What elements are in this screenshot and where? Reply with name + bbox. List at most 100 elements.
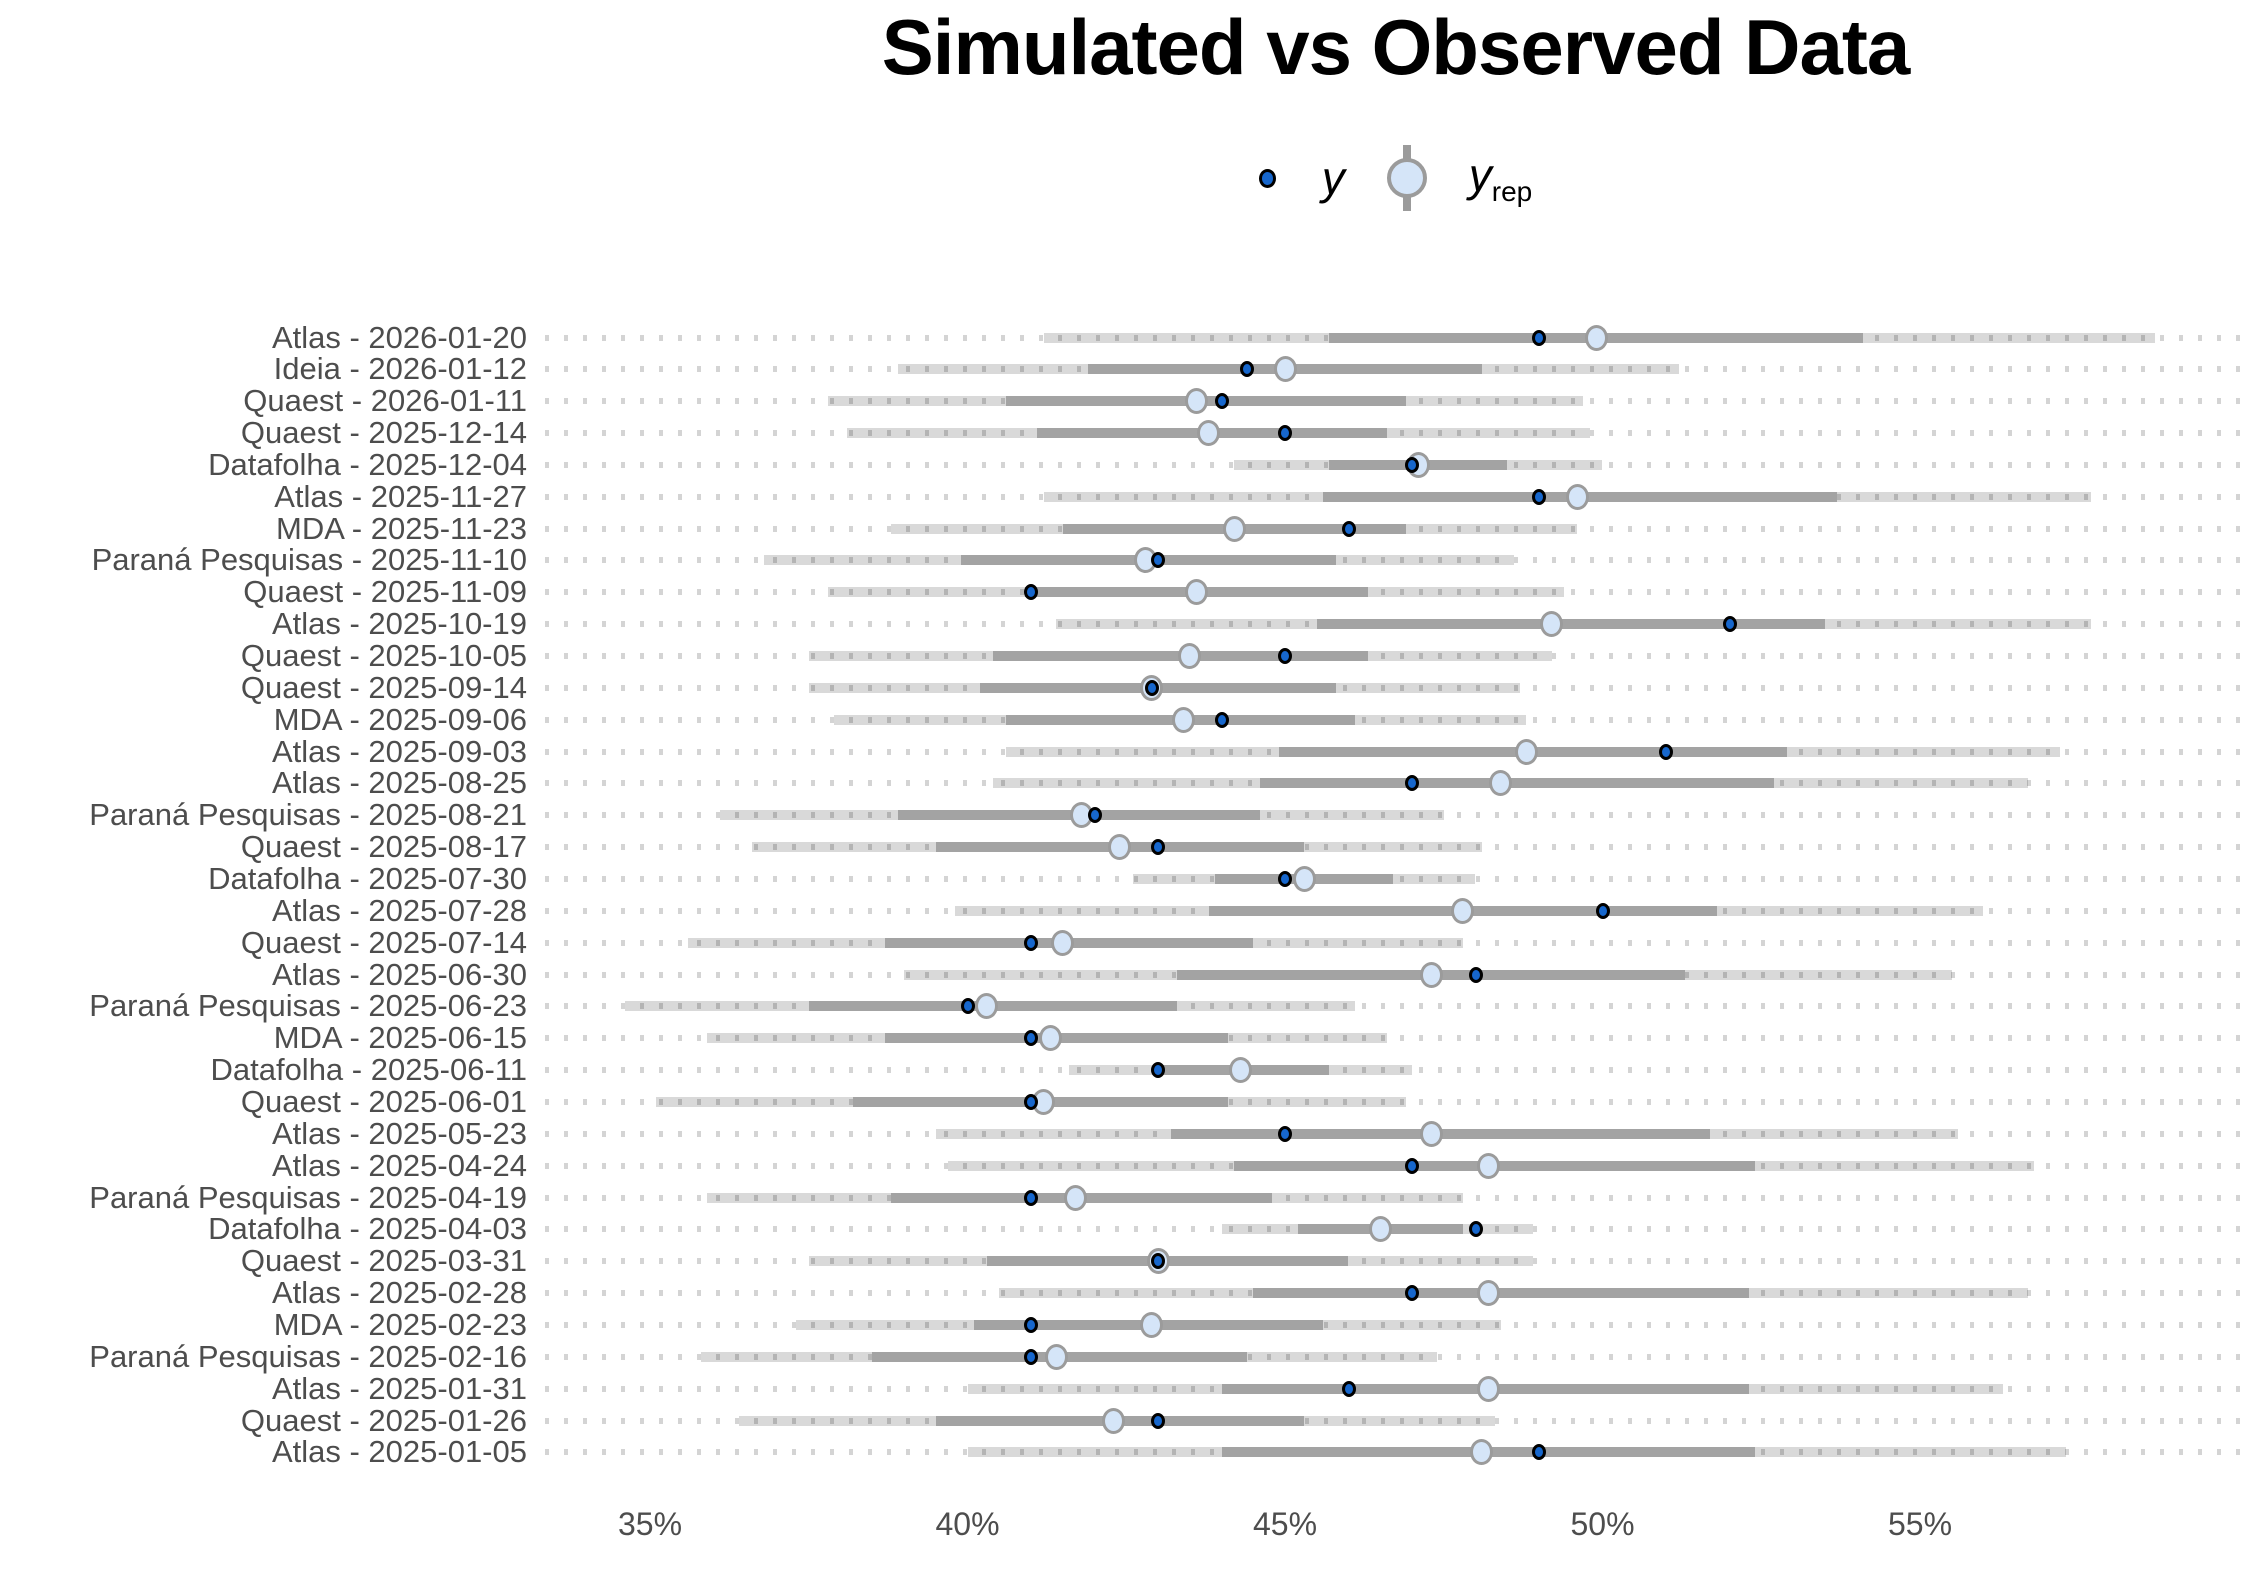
row-label: Datafolha - 2025-04-03: [208, 1211, 527, 1247]
row-label: Ideia - 2026-01-12: [273, 351, 527, 387]
row-label: Atlas - 2025-07-28: [271, 892, 527, 928]
row-label: Paraná Pesquisas - 2025-08-21: [89, 797, 527, 833]
yrep-median-point: [1222, 515, 1246, 542]
observed-y-point: [1468, 966, 1483, 983]
interval-row: Datafolha - 2025-06-11: [0, 1053, 2254, 1086]
interval-row: MDA - 2025-09-06: [0, 703, 2254, 736]
interval-row: MDA - 2025-02-23: [0, 1308, 2254, 1341]
interval-row: Atlas - 2025-01-05: [0, 1435, 2254, 1468]
legend-yrep-label: yrep: [1468, 148, 1533, 208]
row-label: Quaest - 2025-08-17: [240, 829, 527, 865]
row-label: Paraná Pesquisas - 2025-04-19: [89, 1179, 527, 1215]
yrep-median-point: [1063, 1184, 1087, 1211]
interval-row: Paraná Pesquisas - 2025-02-16: [0, 1340, 2254, 1373]
observed-y-point: [1024, 1030, 1038, 1047]
observed-y-point: [1214, 711, 1229, 728]
row-label: Atlas - 2025-01-05: [271, 1434, 527, 1470]
interval-row: Quaest - 2025-07-14: [0, 926, 2254, 959]
interval-row: Atlas - 2025-06-30: [0, 958, 2254, 991]
dotted-guide-line: [545, 653, 2246, 660]
yrep-median-point: [1470, 1439, 1494, 1466]
observed-y-point: [1532, 488, 1546, 505]
observed-y-point: [1024, 1348, 1038, 1365]
dotted-guide-line: [545, 1099, 2246, 1106]
yrep-median-point: [1051, 929, 1075, 956]
yrep-median-point: [1292, 866, 1316, 893]
row-label: Quaest - 2025-11-09: [243, 574, 527, 610]
row-label: Paraná Pesquisas - 2025-02-16: [89, 1338, 527, 1374]
observed-y-point: [1087, 807, 1102, 824]
observed-y-point: [1024, 1094, 1038, 1111]
row-label: Atlas - 2026-01-20: [271, 319, 527, 355]
row-label: Quaest - 2025-10-05: [240, 638, 527, 674]
observed-y-point: [960, 998, 975, 1015]
row-label: Atlas - 2025-02-28: [271, 1275, 527, 1311]
dotted-guide-line: [545, 430, 2246, 437]
observed-y-point: [1278, 871, 1292, 888]
row-label: Quaest - 2025-06-01: [240, 1084, 527, 1120]
observed-y-point: [1024, 934, 1038, 951]
row-label: Quaest - 2025-01-26: [240, 1402, 527, 1438]
interval-row: Atlas - 2026-01-20: [0, 321, 2254, 354]
observed-y-point: [1278, 648, 1292, 665]
interval-row: Atlas - 2025-01-31: [0, 1372, 2254, 1405]
observed-y-point: [1151, 1412, 1165, 1429]
interval-row: Atlas - 2025-08-25: [0, 766, 2254, 799]
row-label: Atlas - 2025-01-31: [271, 1370, 527, 1406]
legend-y-label: y: [1321, 152, 1345, 204]
yrep-median-point: [1184, 579, 1208, 606]
row-label: Atlas - 2025-06-30: [271, 956, 527, 992]
yrep-median-point: [1038, 1025, 1062, 1052]
interval-row: Quaest - 2025-01-26: [0, 1404, 2254, 1437]
dotted-guide-line: [545, 1417, 2246, 1424]
observed-y-point: [1659, 743, 1673, 760]
dotted-guide-line: [545, 1003, 2246, 1010]
interval-row: Datafolha - 2025-07-30: [0, 862, 2254, 895]
interval-row: Paraná Pesquisas - 2025-06-23: [0, 989, 2254, 1022]
interval-row: Paraná Pesquisas - 2025-11-10: [0, 543, 2254, 576]
observed-y-point: [1151, 1062, 1165, 1079]
row-label: Atlas - 2025-11-27: [274, 478, 527, 514]
yrep-median-point: [1476, 1375, 1500, 1402]
row-label: Datafolha - 2025-07-30: [208, 861, 527, 897]
row-label: Datafolha - 2025-12-04: [208, 446, 527, 482]
yrep-median-point: [1171, 706, 1195, 733]
x-tick-label: 35%: [617, 1506, 683, 1542]
dotted-guide-line: [545, 876, 2246, 883]
observed-y-point: [1278, 1125, 1292, 1142]
observed-y-point: [1239, 361, 1254, 378]
interval-row: Quaest - 2025-08-17: [0, 830, 2254, 863]
observed-y-point: [1214, 393, 1229, 410]
dotted-guide-line: [545, 939, 2246, 946]
yrep-median-point: [1140, 1312, 1164, 1339]
observed-y-point: [1024, 1189, 1038, 1206]
inner-interval-band: [1253, 1288, 1749, 1299]
yrep-median-point: [1368, 1216, 1392, 1243]
yrep-median-point: [1197, 420, 1221, 447]
yrep-median-point: [1184, 388, 1208, 415]
chart-title: Simulated vs Observed Data: [881, 3, 1910, 91]
observed-y-point: [1405, 775, 1419, 792]
row-label: Atlas - 2025-08-25: [271, 765, 527, 801]
dotted-guide-line: [545, 1035, 2246, 1042]
observed-y-point: [1024, 584, 1038, 601]
interval-row: Ideia - 2026-01-12: [0, 352, 2254, 385]
dotted-guide-line: [545, 589, 2246, 596]
yrep-median-point: [1584, 324, 1608, 351]
interval-row: Quaest - 2025-12-14: [0, 416, 2254, 449]
yrep-median-point: [1419, 1120, 1443, 1147]
interval-row: Atlas - 2025-09-03: [0, 735, 2254, 768]
interval-row: Quaest - 2025-10-05: [0, 639, 2254, 672]
interval-row: Atlas - 2025-02-28: [0, 1276, 2254, 1309]
yrep-median-point: [975, 993, 999, 1020]
interval-row: Quaest - 2025-06-01: [0, 1085, 2254, 1118]
legend-yrep-circle-icon: [1386, 158, 1427, 198]
interval-row: MDA - 2025-11-23: [0, 512, 2254, 545]
row-label: Paraná Pesquisas - 2025-11-10: [91, 542, 527, 578]
observed-y-point: [1024, 1317, 1038, 1334]
legend-yrep-point-icon: [1386, 145, 1427, 211]
interval-row: Quaest - 2025-09-14: [0, 671, 2254, 704]
yrep-median-point: [1102, 1407, 1126, 1434]
observed-y-point: [1341, 520, 1356, 537]
